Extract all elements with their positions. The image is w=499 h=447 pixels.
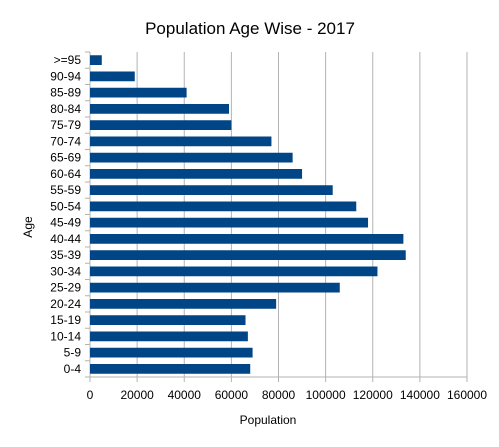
y-tick-label: 65-69 — [50, 151, 81, 165]
y-tick-label: 70-74 — [50, 134, 81, 148]
x-tick-label: 160000 — [447, 388, 487, 402]
y-tick-label: 90-94 — [50, 69, 81, 83]
bar-90-94 — [90, 71, 135, 82]
bar-35-39 — [90, 250, 406, 260]
y-tick-label: 85-89 — [50, 86, 81, 100]
bar-30-34 — [90, 266, 378, 277]
y-tick-label: 5-9 — [64, 346, 82, 360]
y-tick-label: >=95 — [54, 53, 82, 67]
bar-55-59 — [90, 185, 333, 195]
x-tick-label: 80000 — [262, 388, 296, 402]
bars — [90, 55, 406, 374]
x-tick-label: 100000 — [306, 388, 346, 402]
bar-80-84 — [90, 104, 230, 114]
y-tick-labels: 0-4 5-9 10-14 15-19 20-24 25-29 30-34 35-39 40-4… — [50, 53, 81, 376]
y-tick-label: 50-54 — [50, 199, 81, 213]
bar-50-54 — [90, 201, 357, 212]
y-tick-label: 30-34 — [50, 264, 81, 278]
y-tick-label: 35-39 — [50, 248, 81, 262]
bar-75-79 — [90, 120, 232, 130]
chart-title: Population Age Wise - 2017 — [145, 19, 355, 38]
x-axis-label: Population — [240, 413, 297, 427]
y-tick-label: 60-64 — [50, 167, 81, 181]
bar-0-4 — [90, 364, 251, 374]
y-tick-label: 20-24 — [50, 297, 81, 311]
x-tick-label: 40000 — [168, 388, 202, 402]
y-tick-label: 25-29 — [50, 281, 81, 295]
bar->=95 — [90, 55, 102, 65]
y-tick-label: 80-84 — [50, 102, 81, 116]
y-axis-label: Age — [21, 216, 35, 238]
y-tick-label: 45-49 — [50, 216, 81, 230]
x-tick-label: 60000 — [215, 388, 249, 402]
x-tick-label: 120000 — [353, 388, 393, 402]
y-tick-label: 40-44 — [50, 232, 81, 246]
x-tick-labels: 0 20000 40000 60000 80000 100000 120000 140000 1… — [87, 388, 488, 402]
y-tick-label: 0-4 — [64, 362, 82, 376]
bar-85-89 — [90, 87, 187, 98]
bar-25-29 — [90, 282, 340, 293]
x-tick-label: 0 — [87, 388, 94, 402]
y-tick-label: 55-59 — [50, 183, 81, 197]
bar-10-14 — [90, 331, 248, 342]
y-tick-label: 10-14 — [50, 329, 81, 343]
bar-20-24 — [90, 299, 277, 309]
bar-5-9 — [90, 347, 253, 358]
bar-70-74 — [90, 136, 272, 147]
y-tick-label: 75-79 — [50, 118, 81, 132]
bar-15-19 — [90, 315, 246, 325]
bar-45-49 — [90, 217, 369, 228]
x-tick-label: 20000 — [120, 388, 154, 402]
y-tick-label: 15-19 — [50, 313, 81, 327]
bar-40-44 — [90, 234, 404, 244]
bar-65-69 — [90, 152, 293, 163]
bar-60-64 — [90, 169, 303, 179]
x-tick-label: 140000 — [400, 388, 440, 402]
